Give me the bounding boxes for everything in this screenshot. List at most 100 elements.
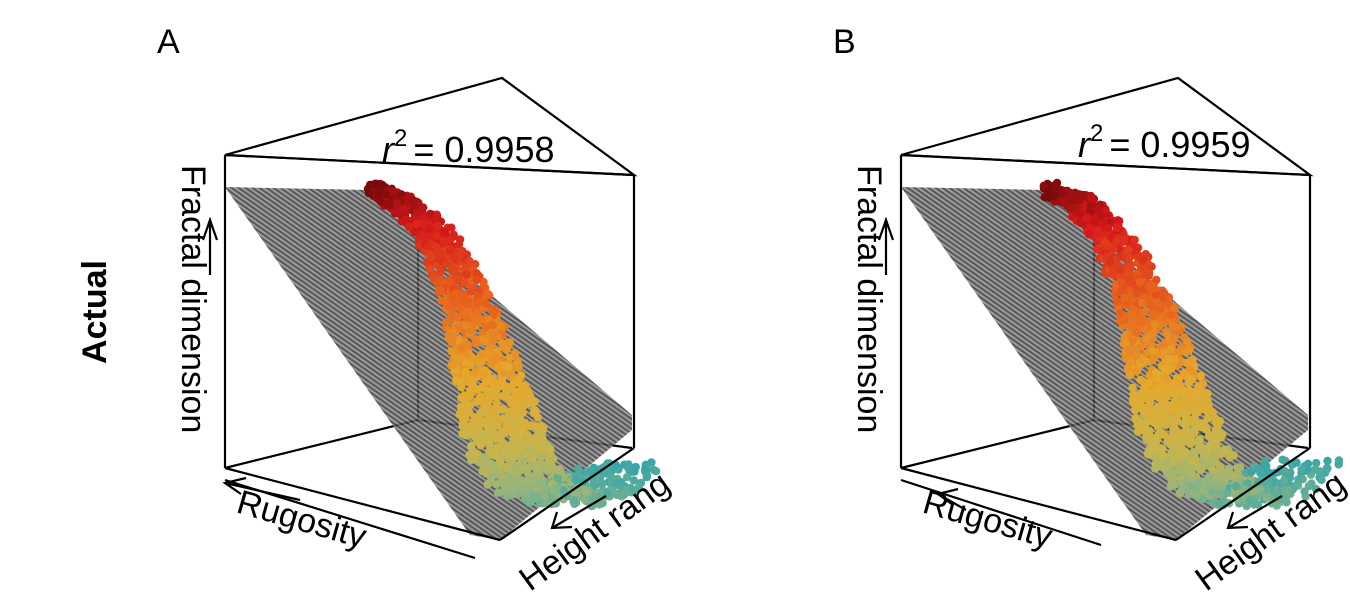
data-point	[401, 215, 410, 224]
data-point	[492, 355, 501, 364]
data-point	[1177, 402, 1186, 412]
data-point	[466, 360, 476, 369]
x-axis-label: Rugosity	[233, 483, 371, 556]
r-squared-annotation: r2 = 0.9959	[1078, 120, 1251, 165]
data-point	[478, 349, 487, 358]
data-point	[1084, 230, 1094, 239]
data-point	[1180, 483, 1190, 493]
data-point	[492, 434, 501, 443]
data-point	[1067, 203, 1076, 212]
data-point	[512, 406, 522, 415]
data-point	[1193, 479, 1202, 489]
data-point	[440, 227, 449, 237]
data-point	[425, 209, 435, 219]
data-point	[457, 408, 467, 417]
data-point	[433, 221, 442, 230]
data-point	[649, 465, 658, 475]
data-point	[1166, 310, 1175, 320]
data-point	[503, 448, 512, 458]
data-point	[1090, 217, 1099, 227]
data-point	[462, 270, 471, 279]
data-point	[1158, 293, 1168, 302]
data-point	[1132, 289, 1142, 298]
data-point	[464, 401, 473, 411]
data-point	[551, 484, 561, 493]
data-point	[1092, 245, 1101, 254]
data-point	[1116, 266, 1125, 275]
data-point	[1199, 405, 1208, 414]
data-point	[445, 330, 454, 340]
data-point	[1231, 482, 1241, 491]
data-point	[467, 376, 477, 385]
data-point	[1323, 464, 1332, 473]
data-point	[477, 458, 487, 467]
y-axis-arrow	[1226, 495, 1283, 530]
data-point	[1172, 323, 1181, 332]
data-point	[542, 498, 551, 507]
data-point	[371, 180, 380, 189]
data-point	[1130, 235, 1139, 245]
data-point	[1136, 343, 1145, 352]
data-point	[1213, 421, 1222, 431]
data-point	[1112, 237, 1121, 246]
data-point	[535, 458, 544, 468]
data-point	[447, 338, 456, 347]
data-point	[1187, 456, 1197, 466]
data-point	[504, 394, 513, 403]
data-point	[520, 387, 529, 396]
data-point	[476, 396, 486, 406]
data-point	[482, 377, 491, 386]
data-point	[507, 459, 516, 469]
data-point	[1171, 436, 1180, 445]
data-point	[1170, 355, 1180, 364]
data-point	[1157, 401, 1166, 410]
data-point	[622, 486, 631, 495]
data-point	[1150, 320, 1160, 329]
data-point	[417, 204, 426, 214]
data-point	[1160, 373, 1169, 382]
data-point	[493, 488, 503, 497]
data-point	[1180, 419, 1189, 428]
data-point	[473, 308, 482, 317]
panel-label: A	[157, 23, 180, 61]
data-point	[1158, 286, 1167, 295]
data-point	[453, 296, 462, 305]
data-point	[1050, 197, 1060, 206]
data-point	[375, 196, 385, 205]
data-point	[1297, 465, 1306, 474]
data-point	[382, 190, 391, 199]
data-point	[399, 204, 408, 214]
data-point	[1174, 380, 1183, 390]
data-point	[1050, 181, 1060, 190]
data-point	[1317, 475, 1326, 485]
data-point	[1166, 344, 1175, 354]
data-point	[607, 473, 616, 482]
data-point	[419, 231, 428, 240]
data-point	[456, 354, 466, 364]
data-point	[1215, 489, 1224, 498]
data-point	[462, 250, 472, 259]
data-point	[1216, 462, 1225, 472]
data-point	[1195, 442, 1204, 452]
data-point	[544, 458, 553, 467]
data-point	[466, 421, 475, 431]
data-point	[1278, 455, 1287, 464]
data-point	[1224, 469, 1233, 479]
data-point	[1130, 405, 1140, 415]
data-point	[509, 379, 519, 388]
data-point	[1253, 500, 1263, 509]
data-point	[374, 188, 383, 197]
data-point	[515, 415, 524, 424]
data-point	[510, 349, 520, 358]
data-point	[536, 499, 545, 508]
data-point	[1097, 211, 1106, 220]
data-point	[1126, 263, 1135, 272]
data-point	[1264, 477, 1273, 486]
data-point	[484, 432, 494, 441]
x-axis-arrow	[935, 487, 967, 511]
data-point	[1149, 311, 1158, 320]
data-point	[1076, 218, 1085, 228]
data-point	[1188, 416, 1197, 425]
data-point	[1141, 356, 1150, 365]
